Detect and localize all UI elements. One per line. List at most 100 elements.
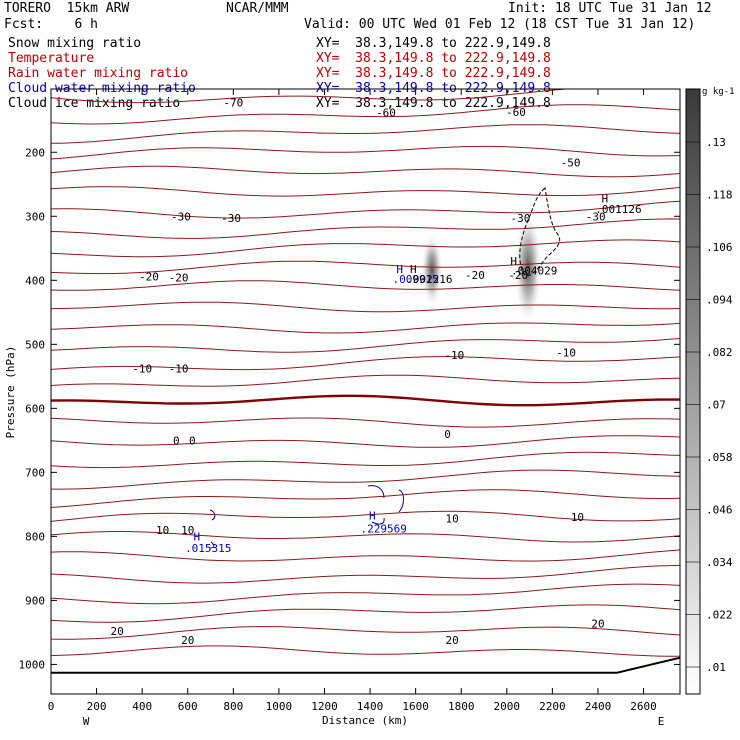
snow-blob-2 — [514, 210, 542, 326]
isotherm-line — [51, 356, 680, 371]
field-xy-rain: XY= 38.3,149.8 to 222.9,149.8 — [316, 66, 551, 81]
isotherm-line — [51, 280, 680, 291]
plot-area — [51, 89, 680, 674]
maximum-value-label: .015315 — [185, 542, 231, 555]
maximum-value-label: .229569 — [361, 523, 407, 536]
maximum-value-label: H — [369, 509, 376, 522]
isotherm-line — [51, 322, 680, 334]
isotherm-line — [51, 104, 680, 125]
colorbar-tick-label: .094 — [706, 294, 733, 307]
colorbar-unit: g kg-1 — [702, 87, 735, 97]
isotherm-line — [51, 564, 680, 584]
y-tick-label: 500 — [25, 338, 45, 351]
maximum-value-label: H — [601, 192, 608, 205]
y-tick-label: 1000 — [19, 658, 46, 671]
isotherm-line — [51, 626, 680, 640]
init-time: Init: 18 UTC Tue 31 Jan 12 — [508, 1, 712, 16]
temperature-contour-label: -30 — [171, 210, 191, 223]
isotherm-line — [51, 645, 680, 657]
maximum-value-label: H — [410, 263, 417, 276]
snow-blob-1 — [421, 232, 443, 308]
forecast-hour: Fcst: 6 h — [4, 17, 98, 32]
field-xy-snow: XY= 38.3,149.8 to 222.9,149.8 — [316, 36, 551, 51]
y-tick-label: 700 — [25, 466, 45, 479]
y-tick-label: 200 — [25, 146, 45, 159]
cloud-water-contour-2 — [209, 509, 216, 549]
colorbar-tick-label: .07 — [706, 399, 726, 412]
isotherm-line — [51, 260, 680, 275]
temperature-contour-label: -20 — [465, 269, 485, 282]
colorbar-tick-label: .082 — [706, 346, 733, 359]
x-tick-label: 200 — [87, 700, 107, 713]
temperature-contour-label: 0 — [444, 428, 451, 441]
temperature-contour-label: -20 — [139, 270, 159, 283]
x-tick-label: 2600 — [630, 700, 657, 713]
x-tick-label: 1400 — [357, 700, 384, 713]
temperature-contour-label: 20 — [181, 634, 194, 647]
west-label: W — [83, 715, 90, 728]
isotherm-line — [51, 338, 680, 353]
field-name-cloud-ice: Cloud ice mixing ratio — [8, 96, 181, 111]
x-axis-title: Distance (km) — [322, 714, 408, 727]
y-tick-label: 800 — [25, 530, 45, 543]
isotherm-line — [51, 239, 680, 258]
x-tick-label: 1200 — [311, 700, 338, 713]
x-tick-label: 0 — [48, 700, 55, 713]
temperature-contour-label: 0 — [189, 434, 196, 447]
isotherm-line — [51, 165, 680, 178]
y-axis-title: Pressure (hPa) — [4, 346, 17, 439]
x-tick-label: 1800 — [448, 700, 475, 713]
temperature-contour-label: 10 — [181, 524, 194, 537]
x-tick-label: 2200 — [539, 700, 566, 713]
field-name-rain: Rain water mixing ratio — [8, 66, 189, 81]
isotherm-line — [51, 435, 680, 448]
y-tick-label: 900 — [25, 594, 45, 607]
temperature-contour-label: -10 — [444, 349, 464, 362]
temperature-contour-label: -60 — [376, 107, 396, 120]
valid-time: Valid: 00 UTC Wed 01 Feb 12 (18 CST Tue … — [304, 17, 696, 32]
maximum-value-label: H — [510, 255, 517, 268]
isotherm-line — [51, 417, 680, 428]
x-tick-label: 800 — [223, 700, 243, 713]
isotherm-line — [51, 583, 680, 605]
field-name-snow: Snow mixing ratio — [8, 36, 142, 51]
x-tick-label: 400 — [132, 700, 152, 713]
isotherm-line — [51, 469, 680, 490]
cloud-water-contour-1 — [367, 485, 404, 525]
isotherm-line — [51, 549, 680, 562]
field-name-temperature: Temperature — [8, 51, 95, 66]
y-tick-label: 400 — [25, 274, 45, 287]
cloud-ice-contour — [519, 187, 561, 276]
y-tick-label: 300 — [25, 210, 45, 223]
isotherm-line — [51, 301, 680, 313]
x-tick-label: 1000 — [266, 700, 293, 713]
temperature-contour-label: -20 — [169, 272, 189, 285]
x-tick-label: 2400 — [585, 700, 612, 713]
isotherm-line — [51, 451, 680, 469]
temperature-contour-label: -50 — [561, 157, 581, 170]
model-label: TORERO 15km ARW — [4, 1, 130, 16]
east-label: E — [658, 715, 665, 728]
colorbar-tick-label: .022 — [706, 609, 733, 622]
temperature-contour-label: -70 — [223, 96, 243, 109]
temperature-contour-label: 20 — [110, 625, 123, 638]
contour-labels: -70 -60 -60 -50 -30 -30 -30 -30 -20 -20 -20 -20 -10 -… — [110, 96, 641, 647]
colorbar-tick-label: .118 — [706, 189, 733, 202]
temperature-contours — [51, 89, 680, 674]
colorbar-tick-label: .058 — [706, 451, 733, 464]
temperature-contour-label: -20 — [508, 269, 528, 282]
temperature-contour-label: -10 — [169, 363, 189, 376]
isotherm-line — [51, 124, 680, 144]
field-xy-temperature: XY= 38.3,149.8 to 222.9,149.8 — [316, 51, 551, 66]
isotherm-line — [51, 218, 680, 239]
isotherm-line — [51, 89, 574, 104]
colorbar-tick-label: .13 — [706, 136, 726, 149]
isotherm-line — [51, 186, 680, 197]
isotherm-line — [51, 531, 680, 543]
temperature-contour-label: 20 — [445, 634, 458, 647]
isotherm-line — [51, 510, 680, 522]
x-tick-label: 600 — [178, 700, 198, 713]
colorbar-tick-label: .01 — [706, 661, 726, 674]
temperature-contour-label: 10 — [571, 511, 584, 524]
